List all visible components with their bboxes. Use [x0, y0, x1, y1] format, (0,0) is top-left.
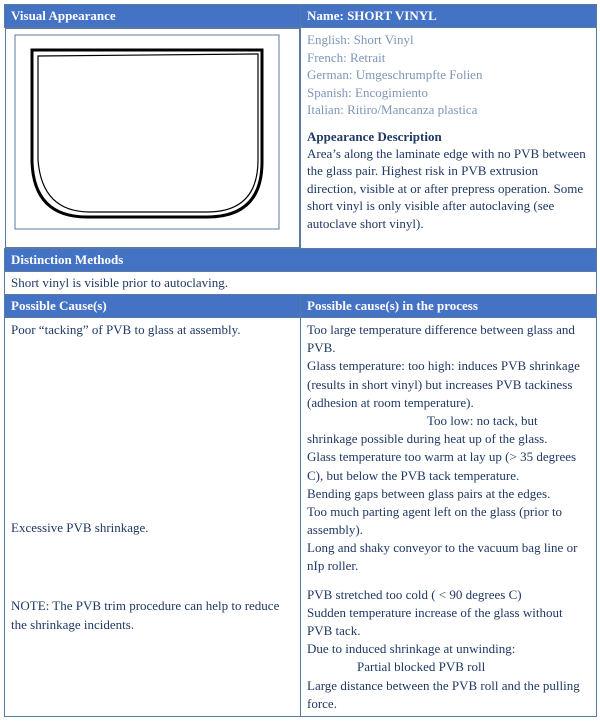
proc-stretched-cold: PVB stretched too cold ( < 90 degrees C): [307, 586, 590, 604]
proc-conveyor: Long and shaky conveyor to the vacuum ba…: [307, 539, 590, 575]
proc-temp-diff: Too large temperature difference between…: [307, 321, 590, 357]
defect-table: Visual Appearance Name: SHORT VINYL Engl…: [4, 4, 597, 717]
process-causes-header: Possible cause(s) in the process: [301, 295, 597, 318]
lang-spanish: Spanish: Encogimiento: [307, 84, 590, 102]
possible-causes-header: Possible Cause(s): [5, 295, 301, 318]
cause-tacking: Poor “tacking” of PVB to glass at assemb…: [11, 321, 294, 339]
proc-induced-shrink: Due to induced shrinkage at unwinding:: [307, 640, 590, 658]
description-cell: English: Short Vinyl French: Retrait Ger…: [301, 28, 597, 249]
short-vinyl-diagram: [12, 32, 282, 232]
proc-sudden-temp: Sudden temperature increase of the glass…: [307, 604, 590, 640]
lang-german: German: Umgeschrumpfte Folien: [307, 66, 590, 84]
cause-note: NOTE: The PVB trim procedure can help to…: [11, 597, 294, 633]
distinction-header: Distinction Methods: [5, 249, 597, 272]
distinction-body-cell: Short vinyl is visible prior to autoclav…: [5, 272, 597, 295]
visual-appearance-title: Visual Appearance: [11, 8, 116, 23]
distinction-heading: Distinction Methods: [11, 252, 123, 267]
proc-glass-temp-low: Too low: no tack, but shrinkage possible…: [307, 412, 590, 448]
appearance-desc-heading: Appearance Description: [307, 129, 590, 145]
process-causes-cell: Too large temperature difference between…: [301, 318, 597, 717]
proc-partial-blocked: Partial blocked PVB roll: [357, 658, 590, 676]
name-header: Name: SHORT VINYL: [301, 5, 597, 28]
possible-causes-cell: Poor “tacking” of PVB to glass at assemb…: [5, 318, 301, 717]
lang-french: French: Retrait: [307, 49, 590, 67]
proc-parting-agent: Too much parting agent left on the glass…: [307, 503, 590, 539]
name-title: Name: SHORT VINYL: [307, 8, 437, 23]
proc-layup-warm: Glass temperature too warm at lay up (> …: [307, 448, 590, 484]
lang-english: English: Short Vinyl: [307, 31, 590, 49]
possible-causes-heading: Possible Cause(s): [11, 298, 107, 313]
proc-large-distance: Large distance between the PVB roll and …: [307, 677, 590, 713]
translations-block: English: Short Vinyl French: Retrait Ger…: [307, 31, 590, 119]
proc-glass-temp-high: Glass temperature: too high: induces PVB…: [307, 357, 590, 412]
appearance-desc-body: Area’s along the laminate edge with no P…: [307, 145, 590, 233]
lang-italian: Italian: Ritiro/Mancanza plastica: [307, 101, 590, 119]
cause-shrinkage: Excessive PVB shrinkage.: [11, 519, 294, 537]
figure-cell: [5, 28, 301, 248]
proc-glass-temp-low-text: Too low: no tack, but shrinkage possible…: [307, 413, 547, 446]
process-causes-heading: Possible cause(s) in the process: [307, 298, 478, 313]
visual-appearance-header: Visual Appearance: [5, 5, 301, 28]
proc-bending-gaps: Bending gaps between glass pairs at the …: [307, 485, 590, 503]
distinction-body: Short vinyl is visible prior to autoclav…: [11, 275, 228, 290]
